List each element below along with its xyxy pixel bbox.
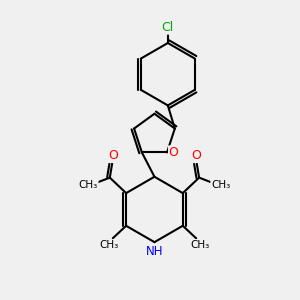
Text: O: O (169, 146, 178, 159)
Text: NH: NH (146, 244, 163, 258)
Text: CH₃: CH₃ (211, 180, 230, 190)
Text: CH₃: CH₃ (100, 240, 119, 250)
Text: O: O (191, 149, 201, 162)
Text: O: O (108, 149, 118, 162)
Text: CH₃: CH₃ (190, 240, 209, 250)
Text: Cl: Cl (162, 21, 174, 34)
Text: CH₃: CH₃ (79, 180, 98, 190)
